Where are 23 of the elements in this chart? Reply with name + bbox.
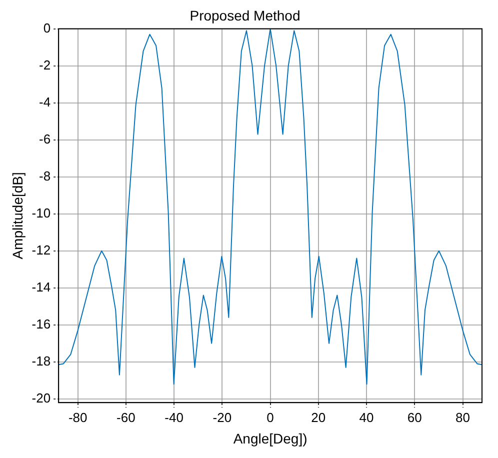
chart-title: Proposed Method [190,7,300,24]
x-tick-label: 20 [311,410,326,425]
y-tick-label: -12 [32,242,51,258]
x-tick-label: 40 [359,410,374,425]
x-axis-title: Angle[Deg]) [233,430,308,446]
x-tick-label: 0 [266,410,274,425]
x-tick-label: -60 [116,410,136,425]
y-axis-title: Amplitude[dB] [9,172,26,260]
x-tick-label: -80 [68,410,88,425]
y-tick-label: 0 [43,20,51,36]
y-tick-label: -18 [32,353,51,368]
y-tick-label: -6 [39,131,51,146]
y-tick-label: -20 [32,390,51,406]
x-tick-label: -20 [212,410,232,425]
y-tick-label: -4 [39,94,51,110]
y-tick-label: -8 [39,168,51,184]
y-tick-label: -14 [32,279,51,294]
x-tick-label: -40 [164,410,184,425]
x-tick-label: 60 [407,410,422,425]
y-tick-label: -10 [32,205,51,220]
y-tick-label: -16 [32,316,51,332]
x-tick-label: 80 [456,410,470,425]
y-tick-label: -2 [39,57,51,72]
